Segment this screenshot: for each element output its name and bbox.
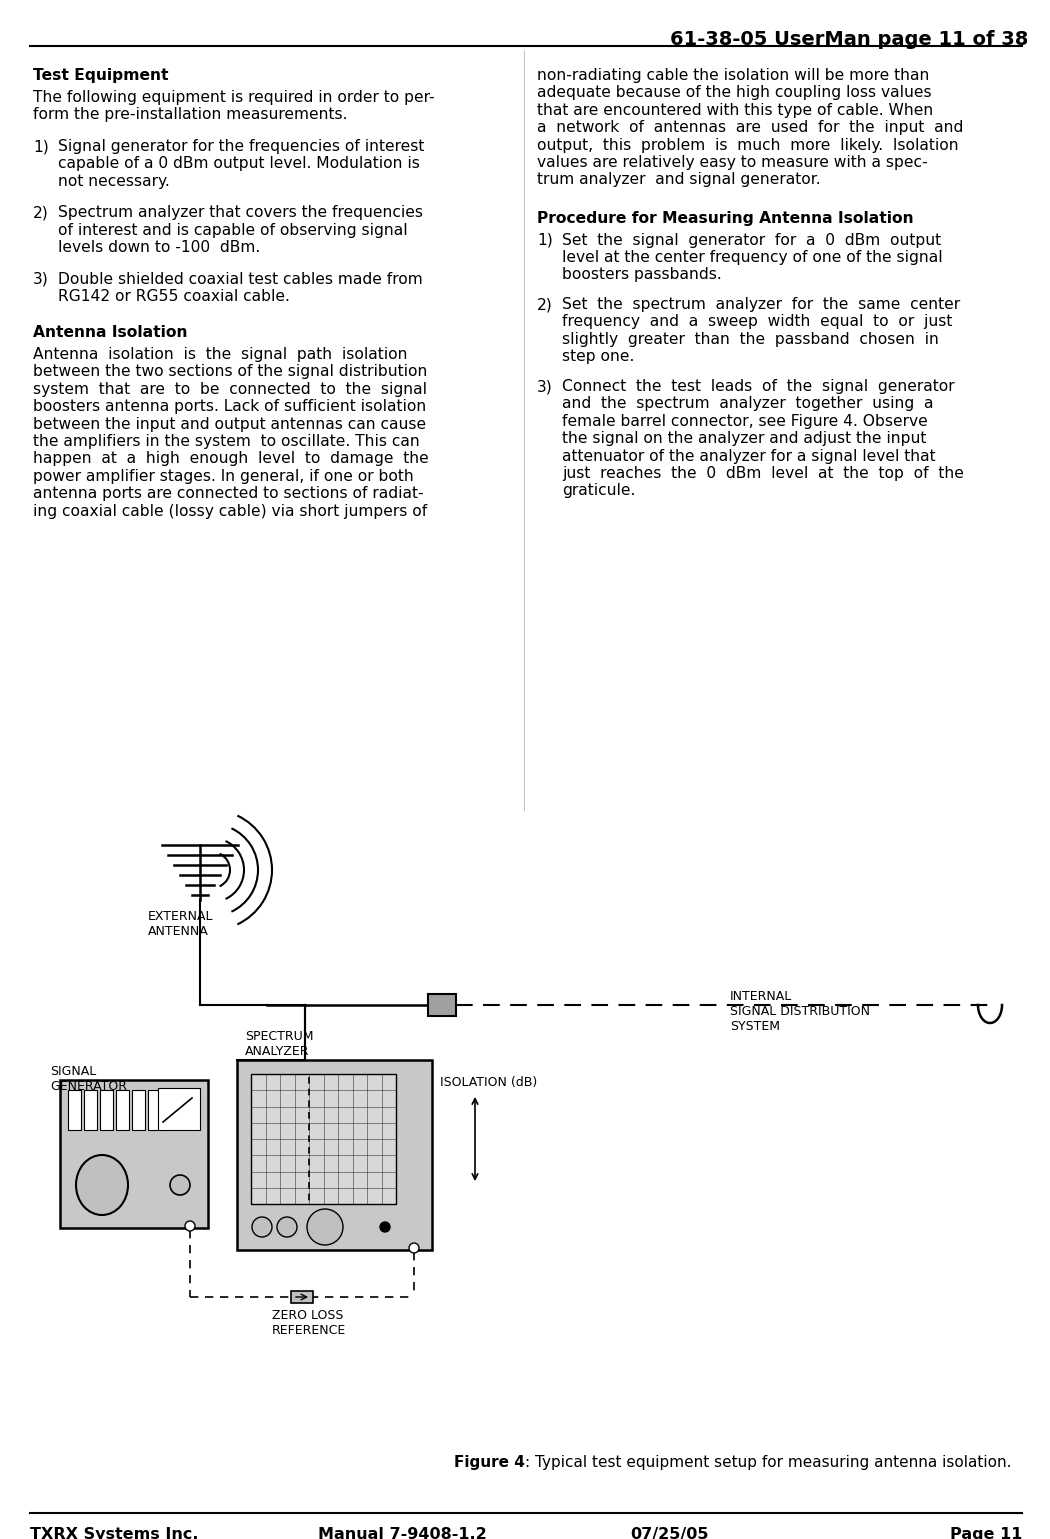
Circle shape <box>170 1174 190 1194</box>
Text: 3): 3) <box>537 379 552 394</box>
Bar <box>132 1090 145 1130</box>
Text: 61-38-05 UserMan page 11 of 38: 61-38-05 UserMan page 11 of 38 <box>670 29 1028 49</box>
Bar <box>68 1090 81 1130</box>
Text: TXRX Systems Inc.: TXRX Systems Inc. <box>30 1527 198 1539</box>
Bar <box>148 1090 161 1130</box>
Text: Double shielded coaxial test cables made from
RG142 or RG55 coaxial cable.: Double shielded coaxial test cables made… <box>58 272 423 305</box>
Text: Procedure for Measuring Antenna Isolation: Procedure for Measuring Antenna Isolatio… <box>537 211 914 226</box>
Text: Page 11: Page 11 <box>950 1527 1023 1539</box>
Text: : Typical test equipment setup for measuring antenna isolation.: : Typical test equipment setup for measu… <box>525 1454 1011 1470</box>
Text: Connect  the  test  leads  of  the  signal  generator
and  the  spectrum  analyz: Connect the test leads of the signal gen… <box>562 379 964 499</box>
Circle shape <box>252 1217 272 1237</box>
Text: 1): 1) <box>537 232 552 248</box>
Circle shape <box>277 1217 297 1237</box>
Text: Set  the  signal  generator  for  a  0  dBm  output
level at the center frequenc: Set the signal generator for a 0 dBm out… <box>562 232 943 282</box>
Text: Test Equipment: Test Equipment <box>33 68 168 83</box>
Text: 2): 2) <box>33 206 48 220</box>
Text: Set  the  spectrum  analyzer  for  the  same  center
frequency  and  a  sweep  w: Set the spectrum analyzer for the same c… <box>562 297 960 365</box>
Text: The following equipment is required in order to per-
form the pre-installation m: The following equipment is required in o… <box>33 89 435 123</box>
Text: INTERNAL
SIGNAL DISTRIBUTION
SYSTEM: INTERNAL SIGNAL DISTRIBUTION SYSTEM <box>730 990 870 1033</box>
Bar <box>60 1080 208 1228</box>
Circle shape <box>410 1244 419 1253</box>
Text: ZERO LOSS
REFERENCE: ZERO LOSS REFERENCE <box>272 1310 346 1337</box>
Text: Figure 4: Figure 4 <box>454 1454 525 1470</box>
Circle shape <box>380 1222 390 1233</box>
Ellipse shape <box>76 1154 128 1214</box>
Bar <box>237 1060 432 1250</box>
Bar <box>158 1088 200 1130</box>
Text: 07/25/05: 07/25/05 <box>630 1527 709 1539</box>
Text: 2): 2) <box>537 297 552 312</box>
Text: 3): 3) <box>33 272 48 286</box>
Text: non-radiating cable the isolation will be more than
adequate because of the high: non-radiating cable the isolation will b… <box>537 68 964 188</box>
Bar <box>100 1090 113 1130</box>
Text: SPECTRUM
ANALYZER: SPECTRUM ANALYZER <box>245 1030 314 1057</box>
Bar <box>84 1090 97 1130</box>
Text: Manual 7-9408-1.2: Manual 7-9408-1.2 <box>318 1527 487 1539</box>
Text: Spectrum analyzer that covers the frequencies
of interest and is capable of obse: Spectrum analyzer that covers the freque… <box>58 206 423 255</box>
Text: ISOLATION (dB): ISOLATION (dB) <box>440 1076 538 1090</box>
Bar <box>116 1090 129 1130</box>
Text: Antenna  isolation  is  the  signal  path  isolation
between the two sections of: Antenna isolation is the signal path iso… <box>33 346 428 519</box>
Bar <box>251 1074 396 1203</box>
Bar <box>428 994 456 1016</box>
Circle shape <box>185 1220 195 1231</box>
Text: Antenna Isolation: Antenna Isolation <box>33 325 188 340</box>
Text: Signal generator for the frequencies of interest
capable of a 0 dBm output level: Signal generator for the frequencies of … <box>58 139 424 189</box>
Bar <box>291 1291 313 1304</box>
Text: SIGNAL
GENERATOR: SIGNAL GENERATOR <box>50 1065 127 1093</box>
Circle shape <box>307 1210 343 1245</box>
Text: 1): 1) <box>33 139 48 154</box>
Text: EXTERNAL
ANTENNA: EXTERNAL ANTENNA <box>148 910 213 937</box>
